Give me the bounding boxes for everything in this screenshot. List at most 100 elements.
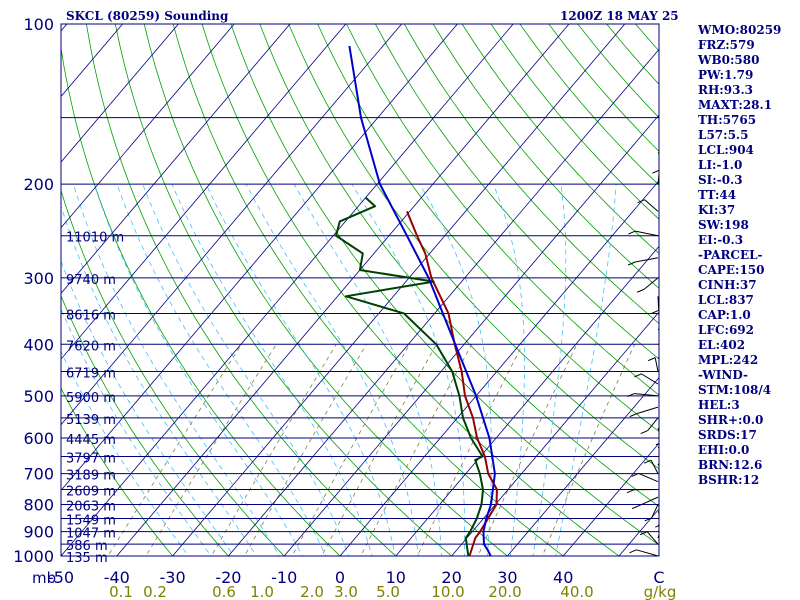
height-label: 2609 m — [66, 485, 116, 500]
wind-barb-staff — [651, 504, 659, 519]
height-label: 7620 m — [66, 339, 116, 354]
indices-panel: WMO:80259 FRZ:579 WB0:580 PW:1.79 RH:93.3 MAX… — [698, 23, 781, 488]
height-label: 9740 m — [66, 273, 116, 288]
dry-adiabat — [230, 24, 659, 546]
wind-barb-flag — [672, 526, 679, 529]
height-label: 1549 m — [66, 513, 116, 528]
mixing-ratio-line — [477, 344, 578, 556]
index-item: EI:-0.3 — [698, 233, 744, 247]
wind-barb-staff — [657, 117, 659, 119]
pressure-tick-label: 400 — [23, 335, 54, 354]
wind-barb-flag — [652, 169, 659, 174]
skew-isotherm — [116, 24, 570, 556]
dry-adiabat — [114, 24, 453, 556]
moist-adiabats — [61, 183, 617, 556]
mixing-ratio-line — [107, 344, 242, 556]
wind-barb-flag — [647, 357, 656, 362]
skew-isotherm — [61, 24, 458, 491]
wind-barb-staff — [638, 496, 659, 507]
height-label: 135 m — [66, 551, 108, 566]
wind-barb-staff — [657, 530, 659, 533]
skew-isotherm — [227, 48, 659, 556]
skew-isotherm — [61, 24, 347, 360]
wind-barb-staff — [657, 427, 659, 433]
wind-barb-flag — [627, 261, 636, 266]
plot-frame — [60, 23, 660, 557]
wind-barb-staff — [657, 524, 659, 526]
mixing-ratio-line — [243, 344, 367, 556]
pressure-tick-label: 1000 — [13, 547, 54, 566]
skew-isotherm — [61, 24, 403, 426]
temperature-unit-label: C — [653, 568, 664, 587]
index-item: SI:-0.3 — [698, 173, 743, 187]
skew-isotherm — [0, 0, 32, 578]
index-item: -WIND- — [698, 368, 748, 382]
dry-adiabat — [143, 24, 509, 556]
moist-adiabat — [61, 307, 212, 556]
wind-barbs — [626, 117, 682, 556]
dry-adiabat — [317, 24, 659, 433]
temperature-tick-label: -50 — [48, 568, 74, 587]
index-item: SRDS:17 — [698, 428, 757, 442]
wind-barb-flag — [627, 393, 635, 398]
isobars — [60, 23, 660, 557]
wind-barb-flag — [631, 505, 640, 510]
moist-adiabat — [93, 183, 303, 556]
wind-barb-flag — [669, 447, 676, 450]
skew-isotherm — [562, 442, 659, 556]
temperature-tick-label: 40 — [553, 568, 573, 587]
height-label: 11010 m — [66, 231, 124, 246]
wind-barb-flag — [675, 448, 682, 451]
moist-adiabat — [555, 184, 617, 556]
temperature-tick-label: -40 — [104, 568, 130, 587]
moist-adiabat — [351, 183, 466, 556]
wind-barb-flag — [636, 288, 645, 293]
wind-barb-flag — [651, 309, 659, 314]
wind-barb-flag — [674, 333, 681, 336]
dry-adiabat — [375, 24, 659, 360]
wind-barb-staff — [644, 199, 659, 212]
pressure-tick-label: 900 — [23, 523, 54, 542]
wind-barb-flag — [629, 413, 637, 418]
wind-barb-flag — [655, 525, 659, 528]
height-label: 1047 m — [66, 527, 116, 542]
wind-barb-staff — [643, 277, 659, 290]
mixing-ratio-label: 40.0 — [560, 583, 593, 600]
station-title: SKCL (80259) Sounding — [66, 9, 229, 23]
wind-barb-flag — [659, 452, 666, 455]
index-item: WMO:80259 — [698, 23, 782, 37]
moist-adiabat — [142, 183, 350, 556]
wind-barb-staff — [657, 533, 659, 539]
moist-adiabat — [116, 183, 327, 556]
skew-isotherm — [283, 114, 659, 556]
wind-barb-staff — [657, 152, 659, 154]
mixing-ratio-label: 3.0 — [334, 583, 358, 600]
wind-barb-flag — [675, 524, 682, 527]
wind-barb-staff — [646, 531, 659, 545]
mixing-ratio-label: g/kg — [644, 583, 677, 600]
skew-isotherm — [451, 311, 659, 556]
index-item: MPL:242 — [698, 353, 759, 367]
index-item: LCL:837 — [698, 293, 754, 307]
dry-adiabat — [780, 24, 800, 567]
valid-time: 1200Z 18 MAY 25 — [560, 9, 679, 23]
pressure-tick-label: 600 — [23, 429, 54, 448]
temperature-tick-label: 10 — [386, 568, 406, 587]
parcel-line — [348, 45, 496, 556]
skew-isotherm — [61, 24, 291, 295]
index-item: WB0:580 — [698, 53, 760, 67]
dry-adiabat — [432, 24, 659, 289]
height-label: 4445 m — [66, 433, 116, 448]
wind-barb-flag — [640, 430, 648, 434]
moist-adiabat — [61, 204, 257, 556]
height-label: 6719 m — [66, 367, 116, 382]
dry-adiabat — [346, 24, 659, 396]
skew-isotherm — [61, 24, 514, 556]
wind-barb-staff — [636, 549, 659, 556]
moist-adiabat — [171, 183, 373, 556]
index-item: EL:402 — [698, 338, 746, 352]
moist-adiabat — [492, 183, 525, 556]
profile-series — [335, 45, 498, 556]
moist-adiabat — [245, 183, 419, 556]
index-item: SW:198 — [698, 218, 749, 232]
